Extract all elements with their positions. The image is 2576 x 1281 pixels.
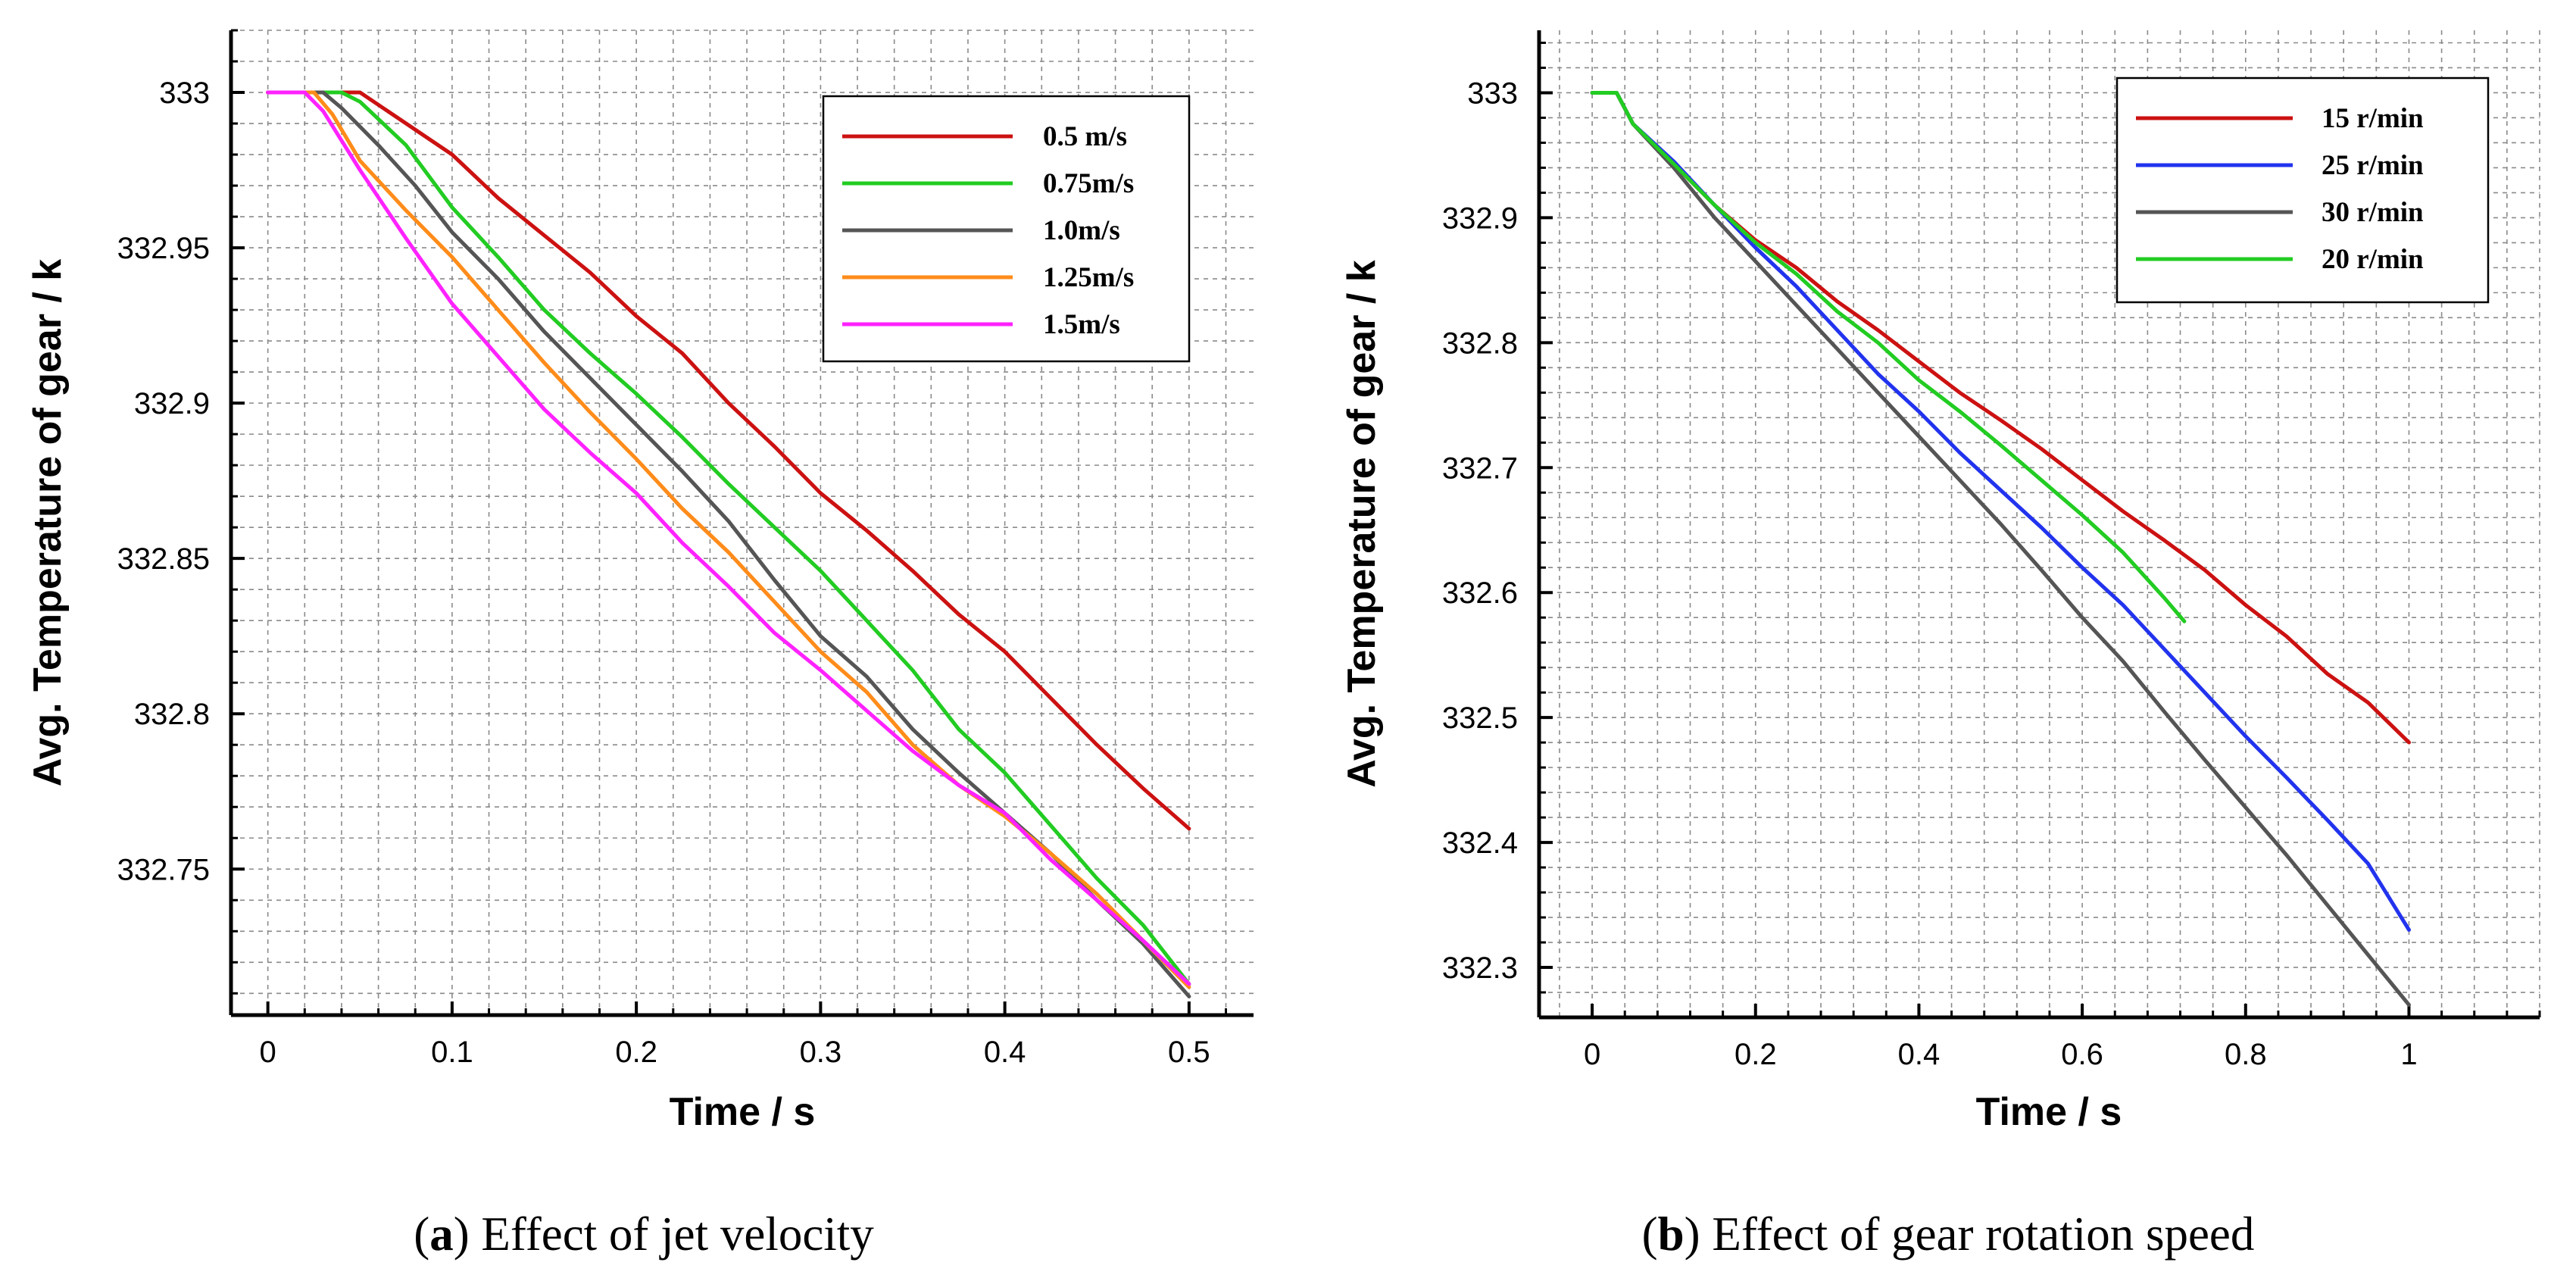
x-tick-label: 0.1 xyxy=(431,1036,473,1069)
x-tick-label: 0.3 xyxy=(800,1036,842,1069)
x-tick-label: 0.2 xyxy=(1735,1038,1777,1071)
y-axis-label: Avg. Temperature of gear / k xyxy=(26,259,70,786)
y-tick-label: 332.4 xyxy=(1442,826,1518,860)
legend: 0.5 m/s 0.75m/s 1.0m/s 1.25m/s 1.5m/s xyxy=(822,95,1191,363)
caption-text: Effect of jet velocity xyxy=(481,1208,874,1261)
legend-label: 1.25m/s xyxy=(1043,262,1134,293)
y-tick-label: 333 xyxy=(159,77,210,110)
legend-label: 0.5 m/s xyxy=(1043,121,1127,152)
x-tick-label: 0.4 xyxy=(984,1036,1026,1069)
legend-label: 0.75m/s xyxy=(1043,168,1134,199)
legend-box xyxy=(2115,77,2490,304)
x-tick-label: 1 xyxy=(2400,1038,2417,1071)
caption-text: Effect of gear rotation speed xyxy=(1712,1208,2254,1261)
series-line-0-5-m-s xyxy=(266,90,1191,831)
caption: (b) Effect of gear rotation speed xyxy=(1642,1208,2255,1261)
x-axis-label: Time / s xyxy=(1976,1090,2122,1134)
y-tick-label: 332.8 xyxy=(134,698,210,731)
y-tick-label: 332.8 xyxy=(1442,326,1518,360)
chart-a: 0 0.1 0.2 0.3 0.4 0.5 332.75 332.8 332.85 332.9 33… xyxy=(26,29,1254,1261)
y-tick-label: 332.7 xyxy=(1442,451,1518,485)
x-axis-label: Time / s xyxy=(670,1090,816,1134)
legend-label: 15 r/min xyxy=(2322,103,2424,134)
x-tick-label: 0.5 xyxy=(1168,1036,1210,1069)
y-axis-label: Avg. Temperature of gear / k xyxy=(1340,260,1384,787)
legend-label: 30 r/min xyxy=(2322,197,2424,228)
series-group xyxy=(266,90,1191,998)
x-tick-label: 0 xyxy=(1584,1038,1600,1071)
caption-letter: b xyxy=(1658,1208,1685,1261)
legend-label: 1.5m/s xyxy=(1043,309,1120,340)
x-tick-label: 0 xyxy=(260,1036,276,1069)
grid xyxy=(231,30,1254,1015)
y-tick-label: 332.9 xyxy=(1442,202,1518,235)
y-tick-label: 333 xyxy=(1467,77,1518,110)
x-tick-label: 0.6 xyxy=(2061,1038,2103,1071)
grid xyxy=(1539,30,2540,1017)
x-tick-label: 0.4 xyxy=(1898,1038,1941,1071)
y-tick-label: 332.6 xyxy=(1442,576,1518,610)
x-tick-label: 0.2 xyxy=(615,1036,657,1069)
y-tick-label: 332.9 xyxy=(134,387,210,420)
series-group xyxy=(1590,91,2411,1007)
y-tick-label: 332.75 xyxy=(117,853,210,886)
legend-label: 1.0m/s xyxy=(1043,215,1120,246)
legend-label: 20 r/min xyxy=(2322,244,2424,275)
legend-label: 25 r/min xyxy=(2322,150,2424,181)
series-line-0-75m-s xyxy=(266,90,1191,986)
y-tick-label: 332.85 xyxy=(117,542,210,576)
y-tick-label: 332.3 xyxy=(1442,951,1518,985)
legend: 15 r/min 25 r/min 30 r/min 20 r/min xyxy=(2115,77,2490,304)
caption-letter: a xyxy=(429,1208,454,1261)
series-line-30-r-min xyxy=(1590,91,2411,1007)
series-line-20-r-min xyxy=(1590,91,2187,623)
y-tick-label: 332.95 xyxy=(117,232,210,265)
x-tick-label: 0.8 xyxy=(2225,1038,2267,1071)
chart-b: 0 0.2 0.4 0.6 0.8 1 332.3 332.4 332.5 332.6 332.7 3… xyxy=(1340,30,2541,1261)
caption: (a) Effect of jet velocity xyxy=(414,1208,874,1261)
series-line-1-5m-s xyxy=(266,90,1191,986)
y-tick-label: 332.5 xyxy=(1442,701,1518,735)
